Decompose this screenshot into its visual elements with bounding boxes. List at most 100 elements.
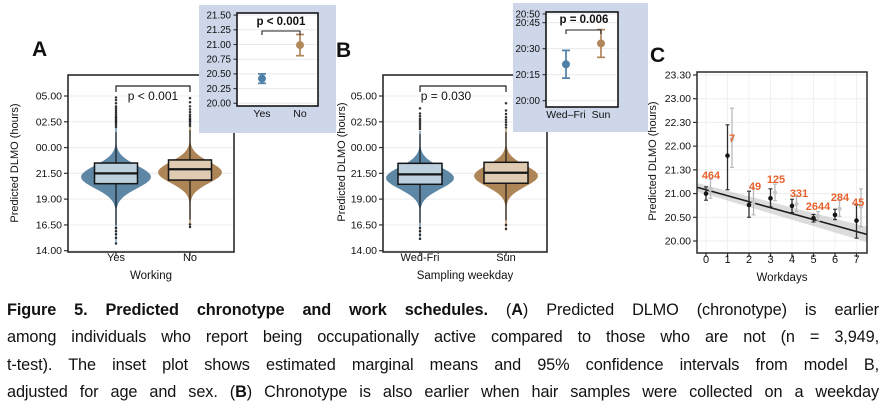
- panel-b-violin: Wed-Fri Sun 05.00 02.50 00.00 21.50 19.00 16.50…: [351, 74, 548, 264]
- x-tick-label: 0: [703, 254, 709, 266]
- inset-x-category-label: Yes: [253, 108, 270, 120]
- y-tick-label: 05.00: [351, 91, 377, 103]
- black-points: [703, 191, 709, 196]
- count-label: 45: [852, 197, 864, 209]
- black-points: [725, 153, 730, 158]
- x-category-label: Yes: [107, 252, 125, 264]
- significance-bracket: [565, 29, 602, 34]
- black-points: [832, 212, 838, 218]
- gray-points: [751, 200, 756, 205]
- x-tick-label: 2: [746, 254, 752, 266]
- y-tick-label: 19.00: [351, 194, 377, 206]
- inset-point-Wed–Fri: [562, 60, 570, 69]
- x-tick-label: 6: [832, 254, 838, 266]
- panel-b-letter: B: [336, 39, 352, 62]
- panel-a-letter: A: [32, 38, 48, 61]
- panel-c-x-axis-title: Workdays: [756, 272, 808, 284]
- y-tick-label: 21.50: [351, 168, 377, 180]
- y-tick-label: 19.00: [36, 194, 62, 206]
- trend-line: [696, 186, 868, 236]
- inset-y-tick-label: 20:30: [515, 44, 540, 55]
- y-tick-label: 20.00: [665, 236, 691, 248]
- significance-bracket: [115, 85, 191, 92]
- x-tick-label: 5: [810, 254, 816, 266]
- panel-c-y-axis-title: Predicted DLMO (hours): [647, 101, 659, 221]
- y-tick-label: 02.50: [351, 116, 377, 128]
- caption-line: Figure 5. Predicted chronotype and work …: [7, 301, 880, 319]
- x-tick-label: 7: [853, 254, 859, 266]
- x-tick-label: 3: [767, 254, 773, 266]
- significance-bracket: [261, 30, 301, 35]
- panel-a-y-axis-title: Predicted DLMO (hours): [9, 103, 21, 223]
- gray-points: [837, 206, 842, 211]
- inset-x-category-label: Wed–Fri: [546, 109, 585, 121]
- y-tick-label: 22.00: [665, 141, 691, 153]
- panel-a-violin: Yes No 05.00 02.50 00.00 21.50 19.00 16.50 14.00…: [36, 74, 235, 264]
- y-tick-label: 16.50: [351, 219, 377, 231]
- black-points: [746, 202, 752, 208]
- x-category-label: Wed-Fri: [401, 252, 440, 264]
- y-tick-label: 22.30: [665, 117, 691, 129]
- y-tick-label: 14.00: [36, 245, 62, 257]
- y-tick-label: 02.50: [36, 116, 62, 128]
- confidence-band: [697, 183, 867, 242]
- inset-y-tick-label: 20:15: [515, 70, 540, 81]
- inset-y-tick-label: 21.25: [206, 25, 231, 36]
- inset-x-category-label: Sun: [592, 109, 611, 121]
- inset-point-Yes: [258, 74, 266, 83]
- p-value-label: p = 0.030: [421, 89, 472, 103]
- y-tick-label: 00.00: [36, 142, 62, 154]
- inset-y-tick-label: 20:00: [515, 96, 540, 107]
- y-tick-label: 21.50: [36, 168, 62, 180]
- inset-p-value: p < 0.001: [257, 16, 307, 28]
- inset-y-tick-label: 20.25: [206, 84, 231, 95]
- inset-point-No: [296, 41, 304, 50]
- gray-points: [772, 190, 778, 195]
- caption-line: t-test). The inset plot shows estimated …: [7, 355, 879, 374]
- significance-bracket: [419, 85, 507, 92]
- panel-c-letter: C: [650, 44, 666, 67]
- panel-b-y-axis-title: Predicted DLMO (hours): [336, 102, 348, 222]
- x-tick-label: 4: [789, 254, 795, 266]
- count-label: 2644: [806, 201, 831, 213]
- y-tick-label: 05.00: [36, 91, 62, 103]
- black-points: [768, 196, 773, 201]
- gray-points: [815, 214, 821, 219]
- caption-line: among individuals who report being occup…: [7, 328, 879, 347]
- black-points: [811, 215, 816, 221]
- y-tick-label: 21.00: [665, 188, 691, 200]
- inset-y-tick-label: 21.50: [206, 10, 231, 21]
- gray-points: [708, 187, 713, 192]
- y-tick-label: 20.50: [665, 212, 691, 224]
- inset-p-value: p = 0.006: [560, 14, 609, 26]
- count-label: 125: [767, 174, 785, 186]
- inset-y-tick-label: 21.00: [206, 40, 231, 51]
- count-label: 284: [831, 192, 850, 204]
- black-points: [854, 218, 859, 223]
- caption-line: adjusted for age and sex. (B) Chronotype…: [7, 383, 879, 402]
- y-tick-label: 23.30: [665, 69, 691, 81]
- y-tick-label: 16.50: [36, 219, 62, 231]
- y-tick-label: 00.00: [351, 142, 377, 154]
- y-tick-label: 23.00: [665, 93, 691, 105]
- y-tick-label: 14.00: [351, 245, 377, 257]
- panel-b-x-axis-title: Sampling weekday: [416, 270, 514, 282]
- inset-point-Sun: [597, 39, 605, 48]
- inset-y-tick-label: 20.50: [206, 69, 231, 80]
- inset-y-tick-label: 20.00: [206, 99, 231, 110]
- gray-points: [794, 201, 799, 207]
- gray-points: [729, 136, 735, 142]
- black-points: [789, 203, 795, 209]
- inset-y-tick-label: 20:45: [515, 18, 540, 29]
- figure-caption: Figure 5. Predicted chronotype and work …: [7, 297, 879, 405]
- panel-a-inset: 21.50 21.25 21.00 20.75 20.50 20.25 20.00 Yes No…: [199, 5, 336, 133]
- count-label: 49: [749, 181, 761, 193]
- x-tick-label: 1: [724, 254, 730, 266]
- inset-x-category-label: No: [293, 108, 307, 120]
- x-category-label: No: [183, 252, 197, 264]
- count-label: 464: [702, 170, 721, 182]
- y-tick-label: 21.30: [665, 164, 691, 176]
